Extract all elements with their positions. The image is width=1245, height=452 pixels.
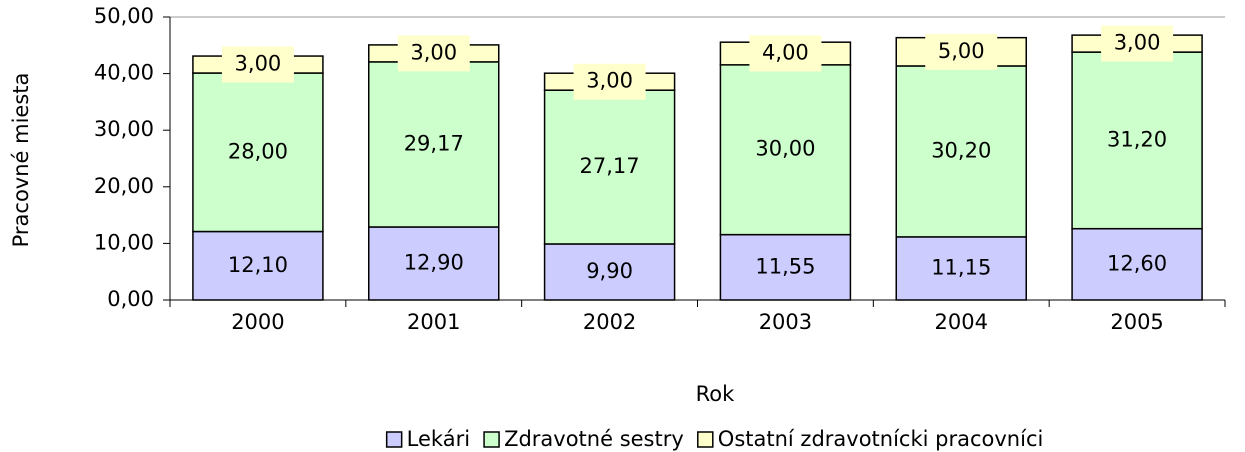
data-label: 3,00: [586, 69, 633, 93]
data-label: 9,90: [586, 259, 633, 283]
x-tick-label: 2003: [759, 310, 812, 334]
data-label: 11,15: [931, 255, 991, 279]
label-box: [397, 35, 470, 72]
x-tick-label: 2001: [407, 310, 460, 334]
label-box: [749, 35, 822, 72]
data-label: 27,17: [580, 154, 640, 178]
bar-segment: [895, 65, 1027, 238]
x-tick-label: 2002: [583, 310, 636, 334]
data-label: 4,00: [762, 41, 809, 65]
data-label: 29,17: [404, 131, 464, 155]
bar-segment: [192, 72, 324, 233]
bar-segment: [1071, 51, 1203, 230]
bar-segment: [719, 233, 852, 301]
bar-segment: [895, 236, 1027, 301]
label-box: [573, 63, 646, 100]
data-label: 11,55: [755, 254, 815, 278]
legend-label: Lekári: [407, 427, 470, 451]
data-label: 30,20: [931, 138, 991, 162]
legend-label: Zdravotné sestry: [504, 427, 684, 451]
y-tick-label: 10,00: [94, 230, 154, 254]
bar-segment: [368, 226, 500, 301]
label-box: [1101, 25, 1174, 62]
legend-swatch: [697, 431, 714, 448]
y-axis-title: Pracovné miesta: [9, 73, 33, 248]
label-box: [221, 46, 294, 83]
data-label: 30,00: [755, 137, 815, 161]
y-tick-label: 30,00: [94, 117, 154, 141]
bar-segment: [1071, 227, 1203, 301]
data-label: 12,90: [404, 250, 464, 274]
x-tick-label: 2004: [935, 310, 988, 334]
label-box: [925, 33, 998, 70]
bar-segment: [543, 243, 676, 301]
y-tick-label: 40,00: [94, 61, 154, 85]
data-label: 3,00: [410, 40, 457, 64]
x-tick-label: 2000: [231, 310, 284, 334]
y-tick-label: 0,00: [107, 287, 154, 311]
legend-label: Ostatní zdravotnícki pracovníci: [718, 427, 1044, 451]
data-label: 12,60: [1107, 251, 1167, 275]
data-label: 3,00: [1114, 31, 1161, 55]
data-label: 12,10: [228, 253, 288, 277]
legend-swatch: [483, 431, 500, 448]
legend-swatch: [385, 431, 403, 448]
data-label: 31,20: [1107, 127, 1167, 151]
bar-segment: [192, 230, 324, 301]
x-tick-label: 2005: [1110, 310, 1163, 334]
x-axis-title: Rok: [696, 382, 735, 406]
bar-segment: [543, 89, 676, 245]
data-label: 28,00: [228, 139, 288, 163]
y-tick-label: 50,00: [94, 4, 154, 28]
data-label: 5,00: [938, 39, 985, 63]
data-label: 3,00: [235, 52, 282, 76]
y-tick-label: 20,00: [94, 174, 154, 198]
